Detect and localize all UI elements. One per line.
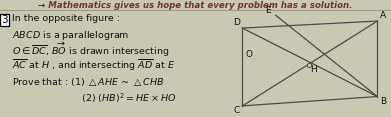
Text: (2) $(HB)^2 = HE \times HO$: (2) $(HB)^2 = HE \times HO$ <box>12 91 176 105</box>
Text: C: C <box>234 106 240 115</box>
Text: In the opposite figure :: In the opposite figure : <box>12 14 120 23</box>
Text: O: O <box>246 50 253 59</box>
Text: $O \in \overline{DC}$, $\overrightarrow{BO}$ is drawn intersecting: $O \in \overline{DC}$, $\overrightarrow{… <box>12 41 169 59</box>
Text: A: A <box>380 11 386 20</box>
Text: D: D <box>233 18 240 27</box>
Text: E: E <box>265 6 271 15</box>
Text: 3: 3 <box>2 15 8 25</box>
Text: → Mathematics gives us hope that every problem has a solution.: → Mathematics gives us hope that every p… <box>38 1 353 10</box>
Text: Prove that : (1) $\triangle AHE$ ~ $\triangle CHB$: Prove that : (1) $\triangle AHE$ ~ $\tri… <box>12 76 164 88</box>
Text: $\overline{AC}$ at $H$ , and intersecting $\overline{AD}$ at $E$: $\overline{AC}$ at $H$ , and intersectin… <box>12 58 175 73</box>
Text: H: H <box>310 65 317 74</box>
Text: $ABCD$ is a parallelogram: $ABCD$ is a parallelogram <box>12 29 129 42</box>
Text: B: B <box>380 97 386 106</box>
